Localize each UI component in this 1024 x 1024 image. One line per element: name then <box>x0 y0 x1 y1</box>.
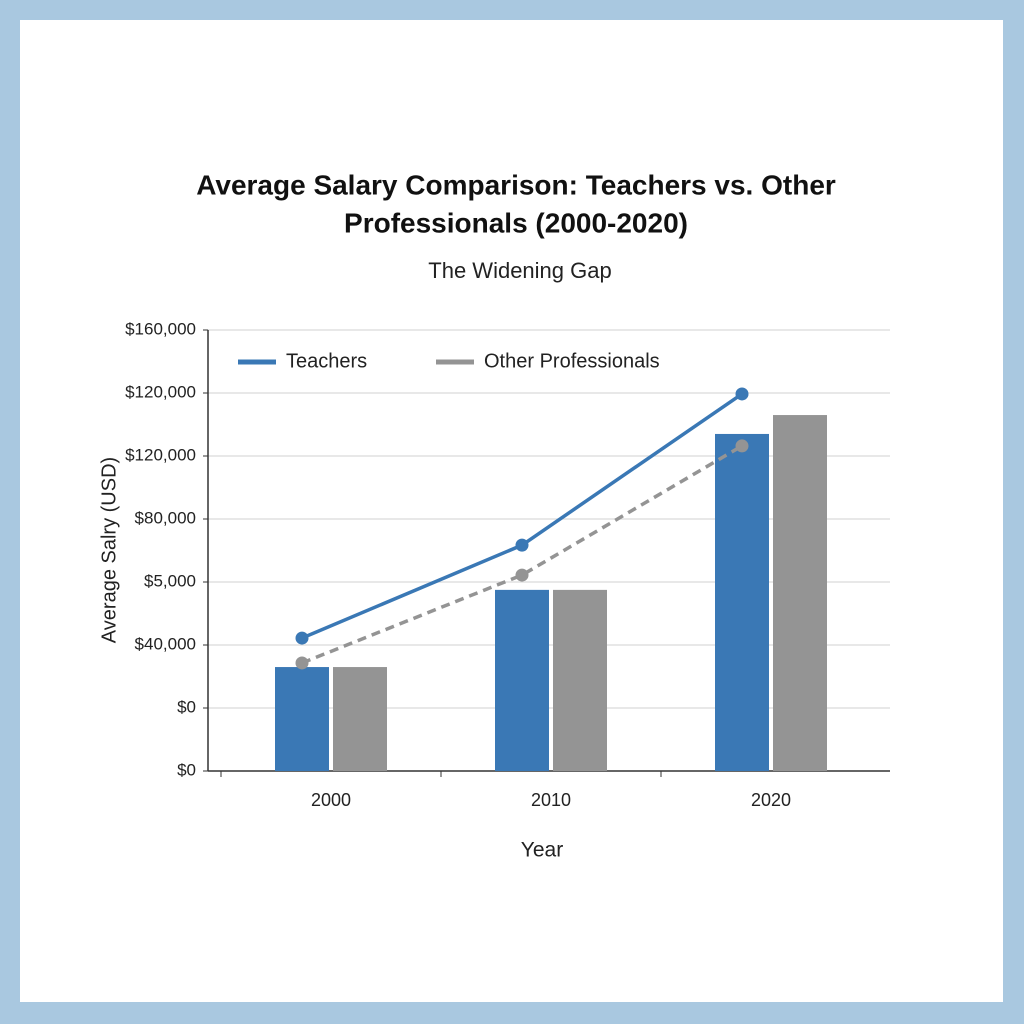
trend-point <box>515 568 529 582</box>
bar <box>553 589 607 771</box>
bar <box>333 667 387 771</box>
chart-title-line-2: Professionals (2000-2020) <box>344 207 688 238</box>
x-tick-label: 2020 <box>751 790 791 810</box>
bar <box>773 415 827 771</box>
trend-line <box>301 444 743 665</box>
y-tick-label: $0 <box>177 760 196 779</box>
y-axis-label: Average Salry (USD) <box>98 457 120 643</box>
trend-point <box>735 387 749 401</box>
legend-label: Teachers <box>286 350 367 372</box>
trend-point <box>295 631 309 645</box>
chart-title-line-1: Average Salary Comparison: Teachers vs. … <box>196 169 836 200</box>
legend-label: Other Professionals <box>484 350 660 372</box>
y-tick-label: $5,000 <box>144 571 196 590</box>
y-tick-label: $80,000 <box>135 508 196 527</box>
y-tick-label: $160,000 <box>125 319 196 338</box>
bar <box>275 667 329 771</box>
bar <box>715 433 769 771</box>
trend-point <box>515 538 529 552</box>
bar <box>495 589 549 771</box>
chart-subtitle: The Widening Gap <box>428 258 611 283</box>
y-tick-label: $40,000 <box>135 634 196 653</box>
trend-point <box>735 439 749 453</box>
y-tick-label: $120,000 <box>125 382 196 401</box>
x-tick-label: 2010 <box>531 790 571 810</box>
trend-point <box>295 656 309 670</box>
y-tick-label: $120,000 <box>125 445 196 464</box>
x-tick-label: 2000 <box>311 790 351 810</box>
chart-panel <box>20 20 1003 1002</box>
y-tick-label: $0 <box>177 697 196 716</box>
x-axis-label: Year <box>521 839 563 862</box>
